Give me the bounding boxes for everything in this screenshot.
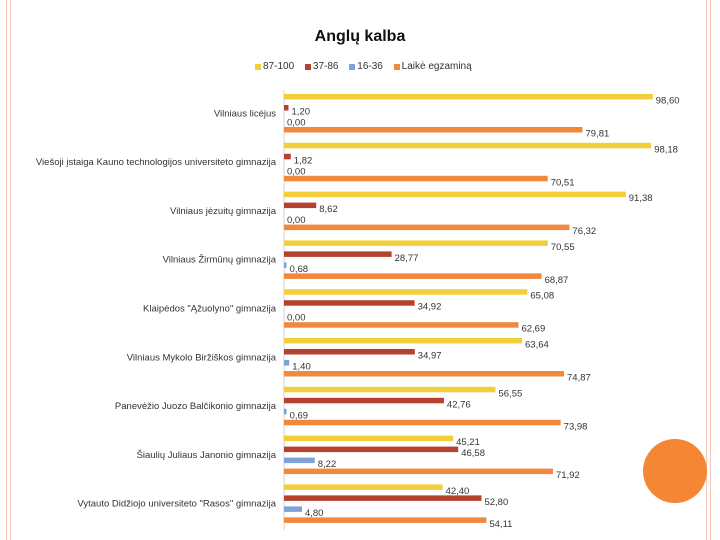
chart-legend: 87-100 37-86 16-36 Laikė egzaminą [255, 61, 480, 75]
data-label: 28,77 [395, 253, 419, 264]
data-label: 45,21 [456, 437, 480, 448]
left-border-line-inner [10, 0, 11, 540]
bar [284, 240, 548, 246]
bar [284, 517, 487, 523]
data-label: 63,64 [525, 340, 549, 351]
data-label: 70,55 [551, 242, 575, 253]
category-label: Vilniaus jėzuitų gimnazija [170, 206, 277, 217]
data-label: 98,60 [656, 96, 680, 107]
bar [284, 419, 561, 426]
legend-item-16-36: 16-36 [349, 61, 383, 72]
category-label: Vilniaus Žirmūnų gimnazija [163, 255, 277, 266]
data-label: 52,80 [484, 497, 508, 508]
data-label: 56,55 [498, 388, 522, 399]
data-label: 1,82 [294, 155, 313, 166]
bar [284, 506, 302, 512]
data-label: 0,00 [287, 118, 306, 129]
data-label: 34,97 [418, 351, 442, 362]
bar [284, 322, 519, 328]
bar [284, 446, 459, 453]
bar [284, 251, 392, 257]
data-label: 76,32 [572, 226, 596, 237]
legend-swatch-laike-egzamina [393, 63, 400, 70]
bar [284, 175, 548, 182]
bar [284, 371, 565, 377]
data-label: 8,62 [319, 204, 338, 215]
legend-label-16-36: 16-36 [357, 61, 383, 72]
bar [284, 435, 454, 442]
bar [284, 127, 583, 133]
category-label: Viešoji įstaiga Kauno technologijos univ… [36, 157, 277, 168]
data-label: 68,87 [545, 275, 569, 286]
category-label: Panevėžio Juozo Balčikonio gimnazija [115, 401, 277, 412]
bar [284, 262, 287, 268]
bar [284, 224, 570, 231]
left-border-line-outer [6, 0, 7, 540]
data-label: 42,76 [447, 399, 471, 410]
bar [284, 202, 317, 209]
data-label: 0,68 [290, 264, 309, 275]
data-label: 74,87 [567, 373, 591, 384]
legend-label-37-86: 37-86 [312, 61, 339, 72]
right-border-line-inner [706, 0, 707, 540]
bar [284, 408, 287, 415]
bar [284, 397, 444, 404]
bar [284, 153, 291, 160]
data-label: 73,98 [564, 421, 588, 432]
decorative-circle [643, 439, 707, 503]
data-label: 70,51 [551, 177, 575, 188]
data-label: 65,08 [530, 291, 554, 302]
data-label: 46,58 [461, 448, 485, 459]
bar [284, 360, 290, 366]
data-label: 54,11 [489, 519, 512, 530]
data-label: 34,92 [418, 302, 442, 313]
bar [284, 142, 652, 149]
bar [284, 289, 528, 295]
bar [284, 349, 415, 355]
legend-swatch-87-100 [255, 63, 261, 70]
category-label: Vilniaus Mykolo Biržiškos gimnazija [127, 352, 277, 363]
data-label: 1,40 [292, 362, 311, 373]
right-border-line-outer [710, 0, 711, 540]
data-label: 0,00 [287, 313, 306, 324]
bar [284, 300, 415, 306]
legend-item-37-86: 37-86 [304, 61, 339, 72]
bar [284, 105, 289, 111]
data-label: 0,69 [290, 410, 309, 421]
bar [284, 273, 542, 279]
legend-label-laike-egzamina: Laikė egzaminą [401, 61, 472, 72]
data-label: 1,20 [291, 107, 310, 118]
bar [284, 191, 626, 198]
data-label: 98,18 [654, 144, 678, 155]
legend-item-87-100: 87-100 [255, 61, 294, 72]
legend-swatch-37-86 [304, 63, 311, 70]
data-label: 0,00 [287, 166, 306, 177]
bar [284, 386, 496, 393]
data-label: 4,80 [305, 508, 324, 519]
bar [284, 484, 443, 490]
legend-swatch-16-36 [349, 63, 356, 70]
category-label: Vytauto Didžiojo universiteto "Rasos" gi… [77, 499, 276, 510]
data-label: 71,92 [556, 470, 580, 481]
bar [284, 468, 553, 475]
data-label: 91,38 [629, 193, 653, 204]
legend-item-laike-egzamina: Laikė egzaminą [393, 61, 472, 72]
data-label: 62,69 [521, 324, 545, 335]
category-label: Šiaulių Juliaus Janonio gimnazija [137, 450, 277, 461]
data-label: 8,22 [318, 459, 337, 470]
data-label: 79,81 [585, 129, 609, 140]
category-label: Vilniaus licėjus [214, 108, 276, 119]
category-label: Klaipėdos "Ąžuolyno" gimnazija [143, 303, 277, 314]
data-label: 42,40 [446, 486, 470, 497]
bar [284, 495, 482, 501]
chart-title: Anglų kalba [314, 28, 406, 45]
legend-label-87-100: 87-100 [263, 61, 295, 72]
bar [284, 338, 523, 344]
data-label: 0,00 [287, 215, 306, 226]
bar [284, 94, 653, 100]
bar [284, 457, 315, 464]
